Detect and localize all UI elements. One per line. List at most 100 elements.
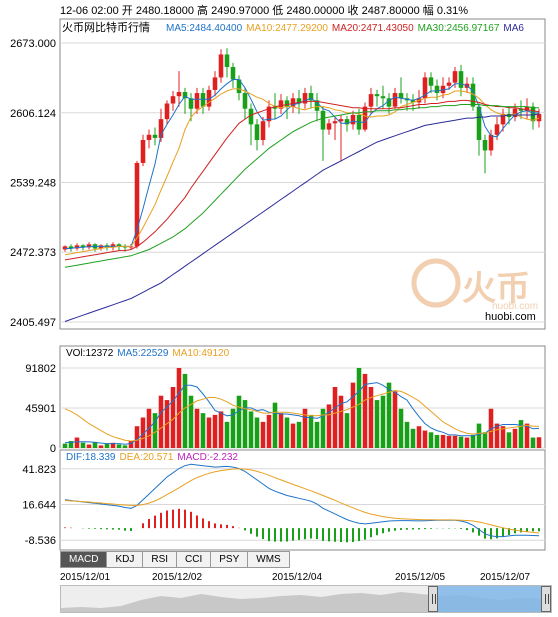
macd-legend-item: DEA:20.571	[119, 452, 173, 463]
candle-body	[248, 108, 254, 125]
volume-bar	[278, 413, 284, 448]
volume-bar	[386, 382, 392, 448]
candle-body	[284, 100, 290, 107]
candle-body	[140, 139, 146, 163]
volume-bar	[170, 386, 176, 448]
timeline-scroller[interactable]	[60, 585, 552, 613]
candle-body	[398, 93, 404, 99]
volume-bar	[344, 413, 350, 448]
main-y-axis: 2673.000 2606.124 2539.248 2472.373 2405.497	[10, 38, 56, 329]
volume-bar	[182, 373, 188, 448]
volume-panel-frame	[59, 345, 546, 449]
volume-bar	[524, 423, 530, 448]
tab-rsi[interactable]: RSI	[143, 551, 178, 568]
candle-body	[536, 113, 542, 122]
candle-body	[170, 96, 176, 104]
volume-bar	[440, 434, 446, 448]
volume-bar	[308, 414, 314, 448]
candle-body	[386, 98, 392, 107]
volume-bar	[452, 435, 458, 448]
tab-kdj[interactable]: KDJ	[107, 551, 144, 568]
candle-body	[272, 106, 278, 109]
volume-bar	[86, 444, 92, 448]
candle-body	[278, 100, 284, 109]
volume-bar	[158, 395, 164, 448]
candle-body	[164, 103, 170, 120]
candle-body	[422, 77, 428, 99]
open-label: 开	[121, 5, 133, 17]
volume-bar	[416, 426, 422, 448]
volume-bar	[206, 417, 212, 448]
candle-body	[110, 244, 116, 248]
candle-body	[254, 124, 260, 140]
timeline-date-label: 2015/12/01	[60, 572, 111, 583]
volume-bar	[200, 413, 206, 448]
candle-body	[338, 119, 344, 122]
low-label: 低	[272, 5, 284, 17]
tab-cci[interactable]: CCI	[177, 551, 212, 568]
candle-body	[62, 246, 68, 250]
candle-body	[224, 54, 230, 67]
candle-body	[296, 98, 302, 104]
volume-bar	[230, 408, 236, 448]
volume-bar	[152, 413, 158, 448]
volume-bar	[368, 386, 374, 448]
candle-body	[458, 71, 464, 88]
candle-body	[392, 93, 398, 107]
volume-bar	[410, 428, 416, 448]
volume-bar	[530, 437, 536, 448]
volume-bar	[494, 423, 500, 448]
main-y-tick-label: 2606.124	[10, 108, 56, 120]
candle-body	[206, 89, 212, 107]
change-value: 0.31%	[436, 5, 469, 17]
candle-body	[470, 83, 476, 107]
volume-y-tick-label: 91802	[25, 363, 56, 375]
volume-bar	[110, 442, 116, 448]
candle-body	[194, 93, 200, 109]
volume-bar	[332, 386, 338, 448]
volume-bar	[248, 411, 254, 448]
candle-body	[452, 71, 458, 83]
volume-y-tick-label: 0	[50, 443, 56, 455]
volume-bar	[464, 437, 470, 448]
candle-body	[212, 77, 218, 90]
volume-legend-item: MA10:49120	[172, 348, 229, 359]
macd-legend: DIF:18.339 DEA:20.571 MACD:-2.232	[66, 452, 238, 463]
ma-legend-item: MA6	[503, 23, 524, 34]
volume-bar	[254, 417, 260, 448]
scroller-selection[interactable]	[433, 586, 545, 612]
macd-dif-line	[64, 463, 540, 538]
candle-body	[344, 119, 350, 125]
timeline-date-label: 2015/12/07	[480, 572, 531, 583]
volume-bar	[242, 400, 248, 448]
volume-ma-line-ma5	[64, 382, 540, 445]
candle-body	[80, 245, 86, 248]
volume-bar	[338, 395, 344, 448]
candle-body	[320, 110, 326, 130]
candle-body	[98, 245, 104, 249]
scroller-left-handle[interactable]	[428, 586, 438, 612]
scroller-right-handle[interactable]	[541, 586, 551, 612]
volume-bar	[326, 404, 332, 448]
candle-body	[374, 94, 380, 97]
volume-legend-item: VOl:12372	[66, 348, 114, 359]
volume-bar	[374, 400, 380, 448]
ma-line-ma60	[64, 113, 540, 322]
volume-bar	[392, 391, 398, 448]
tab-psy[interactable]: PSY	[211, 551, 249, 568]
volume-bar	[134, 426, 140, 448]
tab-wms[interactable]: WMS	[248, 551, 290, 568]
volume-ma-lines	[64, 382, 540, 445]
main-y-tick-label: 2673.000	[10, 38, 56, 50]
tab-macd[interactable]: MACD	[60, 551, 108, 568]
candle-body	[266, 106, 272, 122]
volume-bar	[290, 423, 296, 448]
main-y-tick-label: 2405.497	[10, 317, 56, 329]
ma-legend-item: MA30:2456.97167	[418, 23, 500, 34]
volume-bar	[62, 443, 68, 448]
macd-dea-line	[64, 468, 540, 534]
candle-body	[152, 134, 158, 138]
volume-bar	[470, 434, 476, 448]
volume-bar	[380, 395, 386, 448]
